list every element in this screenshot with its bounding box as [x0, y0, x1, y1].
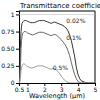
y-tick-mark	[16, 49, 19, 50]
annotation: 0.02%	[66, 17, 85, 24]
x-tick: 0.5	[15, 83, 25, 93]
y-axis: 0 0.25 0.50 0.75 1	[1, 11, 19, 87]
y-tick-label: 0	[11, 79, 15, 86]
y-tick: 0	[11, 79, 19, 86]
y-tick-label: 0.25	[1, 62, 15, 69]
annotation: 0.5%	[53, 64, 69, 71]
y-tick-label: 0.50	[1, 45, 15, 52]
reference-line	[19, 14, 95, 15]
y-tick-mark	[16, 66, 19, 67]
y-tick-label: 1	[11, 11, 15, 18]
x-axis-label: Wavelength (μm)	[29, 92, 85, 100]
x-axis-line	[20, 84, 96, 87]
marks	[19, 14, 95, 83]
series-line	[19, 32, 95, 83]
y-tick-label: 0.75	[1, 28, 15, 35]
chart-container: 0.51234500.250.500.7510.02%0.1%0.5%Trans…	[0, 0, 100, 100]
y-tick: 0.25	[1, 62, 19, 69]
y-tick-mark	[16, 14, 19, 15]
annotation: 0.1%	[66, 34, 82, 41]
series-line	[19, 64, 95, 83]
series-line	[19, 21, 95, 83]
frame-top	[19, 11, 95, 12]
plot-area: 0.51234500.250.500.7510.02%0.1%0.5%	[1, 11, 97, 93]
frame-right	[95, 11, 96, 83]
title: Transmittance coefficient	[19, 2, 100, 10]
x-tick-label: 0.5	[15, 86, 25, 93]
y-tick: 0.50	[1, 45, 19, 52]
x-tick-label: 5	[94, 86, 98, 93]
chart-svg: 0.51234500.250.500.7510.02%0.1%0.5%Trans…	[0, 0, 100, 100]
y-tick: 0.75	[1, 28, 19, 35]
y-tick-mark	[16, 83, 19, 84]
y-tick: 1	[11, 11, 19, 18]
y-axis-line	[16, 12, 20, 84]
y-tick-mark	[16, 32, 19, 33]
x-tick: 5	[94, 83, 98, 93]
